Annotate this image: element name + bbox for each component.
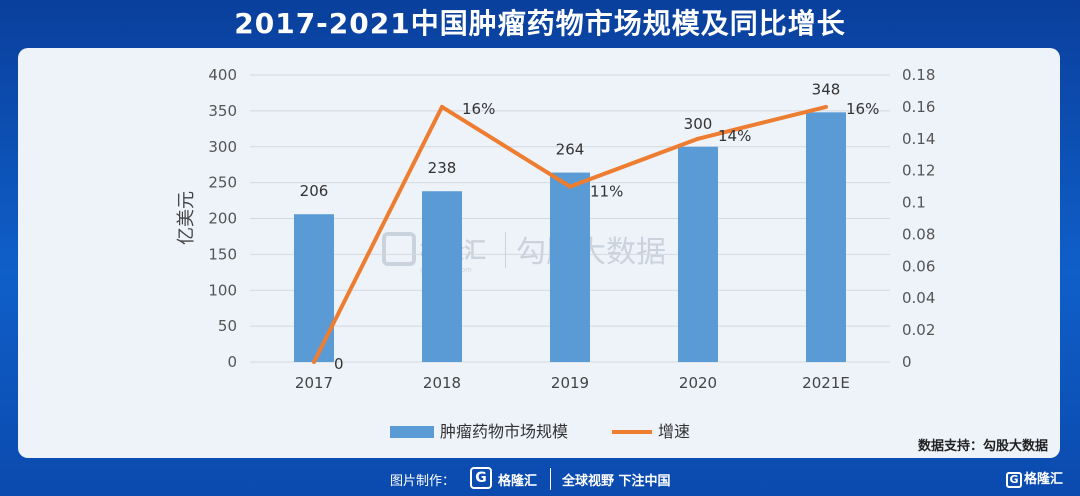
axes: 0 50 100 150 200 250 300 350 400 0 0.02 0.04 0.06 0.0… [176, 66, 935, 392]
bar-data-label: 264 [556, 141, 585, 159]
x-tick-label: 2017 [295, 374, 333, 392]
line-series: 0 16% 11% 14% 16% [312, 100, 879, 373]
corner-logo: G 格隆汇 [1006, 468, 1063, 488]
footer-logo-icon: G [470, 467, 492, 489]
y-tick-label: 200 [208, 210, 237, 228]
footer: 图片制作： G 格隆汇 全球视野 下注中国 [0, 462, 1080, 496]
line-data-label: 16% [462, 100, 495, 118]
y-tick-label: 0 [227, 353, 237, 371]
y2-tick-label: 0.08 [902, 225, 935, 243]
bar [806, 112, 846, 362]
y-tick-label: 50 [218, 317, 237, 335]
legend: 肿瘤药物市场规模 增速 [390, 422, 690, 441]
line-data-label: 11% [590, 183, 623, 201]
footer-made-by: 图片制作： [390, 474, 456, 489]
bar [294, 214, 334, 362]
y-tick-label: 350 [208, 102, 237, 120]
line-point [696, 136, 700, 141]
footer-brand: 格隆汇 [498, 474, 538, 489]
bar [678, 146, 718, 362]
y-tick-label: 150 [208, 245, 237, 263]
bar-data-label: 238 [428, 159, 457, 177]
watermark-divider [505, 232, 506, 268]
line-point [440, 104, 444, 109]
bar-data-label: 206 [300, 182, 329, 200]
line-data-label: 16% [846, 100, 879, 118]
line-point [824, 104, 828, 109]
chart-title: 2017-2021中国肿瘤药物市场规模及同比增长 [234, 7, 846, 40]
watermark-right: 勾股大数据 [516, 235, 666, 270]
line-point [568, 184, 572, 189]
bar-data-label: 348 [812, 80, 841, 98]
bar [422, 191, 462, 362]
watermark-logo-icon [382, 232, 416, 266]
x-tick-label: 2021E [802, 374, 850, 392]
y2-tick-label: 0.1 [902, 194, 926, 212]
legend-bar-swatch [390, 426, 434, 438]
line-point [312, 360, 316, 364]
bar [550, 172, 590, 362]
y2-tick-label: 0.06 [902, 257, 935, 275]
line-data-label: 0 [334, 355, 344, 373]
chart-card [18, 48, 1060, 458]
y-tick-label: 250 [208, 174, 237, 192]
footer-divider [550, 468, 551, 490]
y2-tick-label: 0.18 [902, 66, 935, 84]
line-data-label: 14% [718, 127, 751, 145]
y2-tick-label: 0.14 [902, 130, 935, 148]
x-tick-label: 2019 [551, 374, 589, 392]
corner-brand: 格隆汇 [1024, 472, 1064, 487]
legend-bar-label: 肿瘤药物市场规模 [440, 422, 568, 441]
y2-tick-label: 0 [902, 353, 912, 371]
footer-slogan: 全球视野 下注中国 [562, 474, 671, 489]
y-tick-label: 100 [208, 281, 237, 299]
y2-tick-label: 0.04 [902, 289, 935, 307]
x-tick-label: 2020 [679, 374, 717, 392]
legend-line-label: 增速 [658, 422, 690, 441]
x-tick-label: 2018 [423, 374, 461, 392]
source-note: 数据支持：勾股大数据 [918, 438, 1048, 454]
bar-data-label: 300 [684, 115, 713, 133]
y-tick-label: 300 [208, 138, 237, 156]
y2-tick-label: 0.02 [902, 321, 935, 339]
y-axis-label: 亿美元 [176, 191, 197, 245]
y2-tick-label: 0.12 [902, 162, 935, 180]
y2-tick-label: 0.16 [902, 98, 935, 116]
y-tick-label: 400 [208, 66, 237, 84]
corner-logo-icon: G [1006, 472, 1022, 488]
